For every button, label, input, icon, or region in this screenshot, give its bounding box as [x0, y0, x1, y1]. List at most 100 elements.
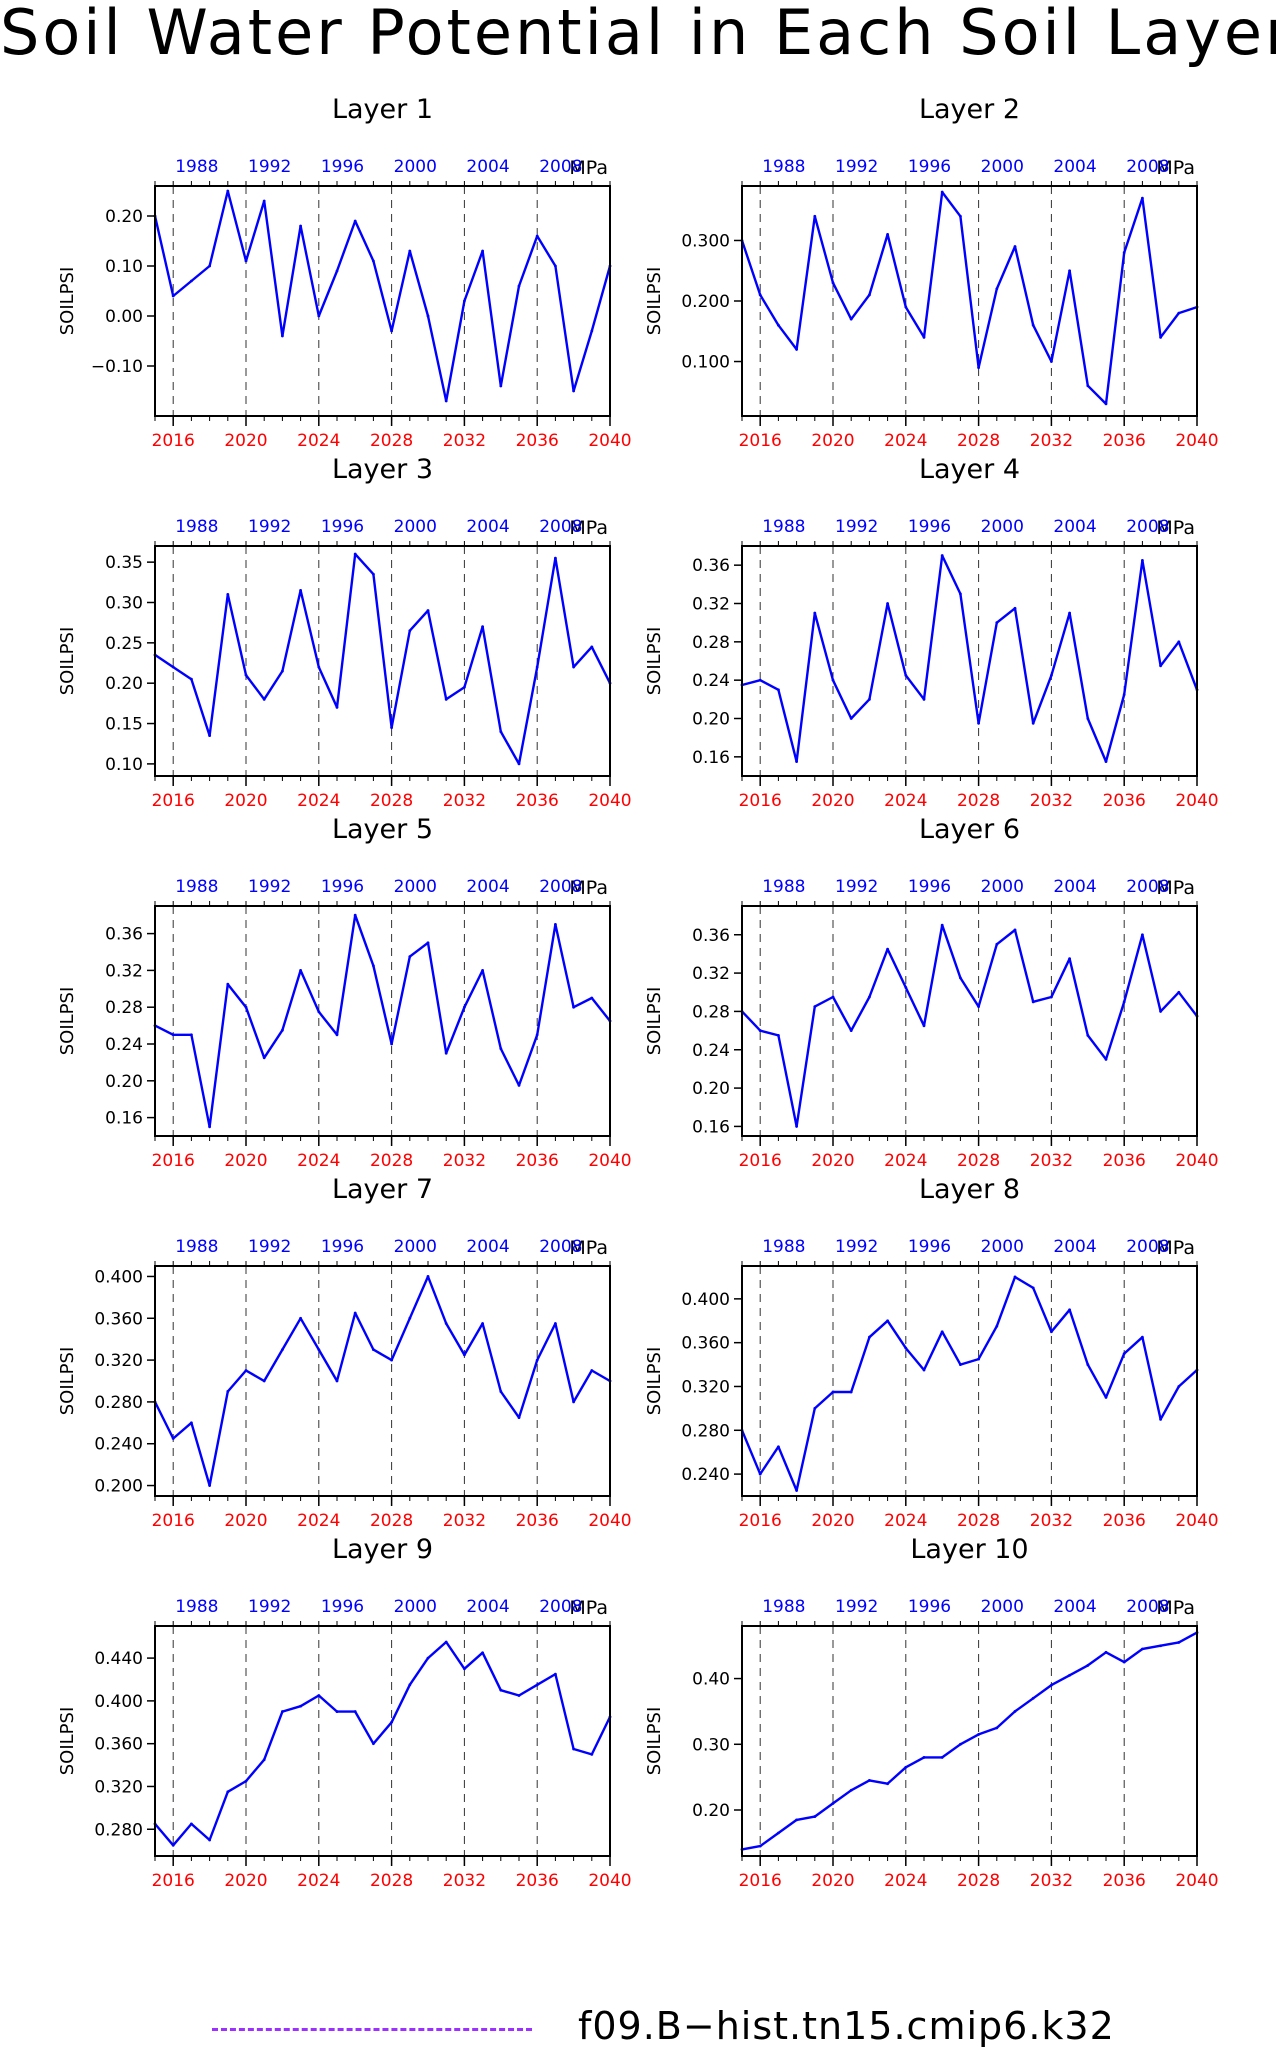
x-tick-label-bottom: 2020	[811, 1511, 854, 1531]
y-tick-label: 0.30	[692, 1735, 730, 1755]
data-point	[463, 1353, 466, 1357]
data-point	[262, 199, 266, 203]
y-tick-label: 0.28	[692, 633, 730, 653]
x-tick-label-bottom: 2040	[1175, 1871, 1218, 1891]
y-tick-label: 0.10	[105, 257, 143, 277]
chart-panel-1: Layer 1 MPa 2016 2020 2024 2028 2032 2036 2040 19…	[57, 94, 632, 451]
x-tick-label-bottom: 2016	[739, 431, 782, 451]
chart-panel-7: Layer 7 MPa 2016 2020 2024 2028 2032 2036 2040 19…	[57, 1174, 632, 1531]
data-point	[1050, 995, 1053, 999]
data-point	[1031, 1286, 1035, 1290]
data-point	[335, 706, 339, 709]
x-tick-label-top: 1996	[321, 1237, 364, 1257]
data-point	[317, 665, 321, 669]
data-point	[831, 678, 835, 682]
data-point	[1068, 1673, 1071, 1677]
data-point	[299, 1704, 302, 1708]
x-tick-label-top: 2000	[981, 157, 1024, 177]
data-point	[940, 1330, 944, 1334]
x-tick-label-top: 2000	[981, 1597, 1024, 1617]
x-tick-label-bottom: 2016	[739, 1511, 782, 1531]
data-point	[390, 1358, 393, 1362]
data-point	[995, 621, 999, 625]
legend-label: f09.B−hist.tn15.cmip6.k32	[578, 2004, 1115, 2048]
x-tick-label-top: 1996	[908, 517, 951, 537]
x-tick-label-bottom: 2040	[588, 791, 631, 811]
x-tick-label-bottom: 2040	[588, 1511, 631, 1531]
data-point	[372, 1742, 375, 1746]
y-tick-label: 0.30	[105, 593, 143, 613]
data-point	[777, 1445, 780, 1449]
data-point	[517, 762, 521, 766]
y-tick-label: 0.00	[105, 307, 143, 327]
data-point	[1104, 1650, 1108, 1654]
data-point	[171, 1437, 175, 1440]
data-point	[372, 259, 375, 263]
x-tick-label-bottom: 2024	[884, 1151, 927, 1171]
data-point	[904, 1765, 908, 1769]
data-point	[208, 264, 212, 268]
y-tick-label: 0.16	[692, 748, 730, 768]
y-tick-label: 0.320	[681, 1377, 730, 1397]
x-tick-label-bottom: 2032	[1030, 1871, 1073, 1891]
x-tick-label-top: 1988	[175, 1597, 218, 1617]
data-point	[849, 1788, 853, 1792]
y-tick-label: 0.16	[692, 1117, 730, 1137]
x-tick-label-bottom: 2016	[739, 791, 782, 811]
x-tick-label-bottom: 2016	[739, 1151, 782, 1171]
y-axis-label: SOILPSI	[57, 267, 78, 336]
y-tick-label: −0.10	[91, 357, 143, 377]
data-point	[1031, 1000, 1035, 1004]
x-tick-label-bottom: 2024	[884, 431, 927, 451]
data-point	[572, 389, 575, 393]
data-point	[1141, 933, 1144, 937]
x-tick-label-bottom: 2024	[297, 791, 340, 811]
y-tick-label: 0.440	[94, 1649, 143, 1669]
data-point	[1141, 1335, 1144, 1339]
data-point	[299, 588, 302, 592]
x-tick-label-bottom: 2032	[443, 431, 486, 451]
data-point	[1122, 1000, 1126, 1004]
data-point	[463, 685, 466, 689]
data-series-line	[740, 1275, 1198, 1492]
plot-frame	[154, 545, 611, 777]
data-point	[426, 314, 430, 318]
y-tick-label: 0.36	[692, 926, 730, 946]
data-point	[813, 611, 817, 615]
data-point	[1031, 1696, 1035, 1700]
data-point	[444, 1640, 448, 1644]
data-point	[1068, 611, 1071, 615]
data-point	[904, 986, 908, 989]
data-point	[922, 1368, 926, 1372]
x-tick-label-top: 1992	[835, 877, 878, 897]
data-point	[1159, 1010, 1162, 1013]
chart-title: Layer 3	[332, 454, 433, 485]
y-tick-label: 0.280	[94, 1820, 143, 1840]
x-tick-label-top: 1996	[908, 157, 951, 177]
data-point	[868, 1779, 871, 1782]
unit-label: MPa	[569, 1597, 608, 1619]
chart-title: Layer 1	[332, 94, 433, 125]
y-tick-label: 0.280	[681, 1421, 730, 1441]
data-point	[281, 1348, 284, 1352]
x-tick-label-bottom: 2028	[370, 431, 413, 451]
y-tick-label: 0.20	[692, 710, 730, 730]
chart-title: Layer 2	[919, 94, 1020, 125]
data-point	[226, 189, 230, 193]
data-point	[959, 976, 962, 980]
data-point	[499, 1390, 503, 1393]
data-point	[299, 224, 302, 228]
data-point	[390, 329, 393, 333]
data-point	[208, 1125, 212, 1129]
x-tick-label-top: 2004	[1053, 877, 1096, 897]
chart-panel-8: Layer 8 MPa 2016 2020 2024 2028 2032 2036 2040 19…	[644, 1174, 1219, 1531]
data-point	[372, 1348, 375, 1352]
data-series-line	[154, 1640, 612, 1847]
x-tick-label-bottom: 2028	[370, 1151, 413, 1171]
data-point	[353, 913, 357, 917]
x-tick-label-bottom: 2020	[811, 791, 854, 811]
data-point	[831, 1802, 835, 1805]
unit-label: MPa	[1156, 1237, 1195, 1259]
data-point	[977, 1357, 980, 1361]
x-tick-label-bottom: 2040	[588, 1151, 631, 1171]
